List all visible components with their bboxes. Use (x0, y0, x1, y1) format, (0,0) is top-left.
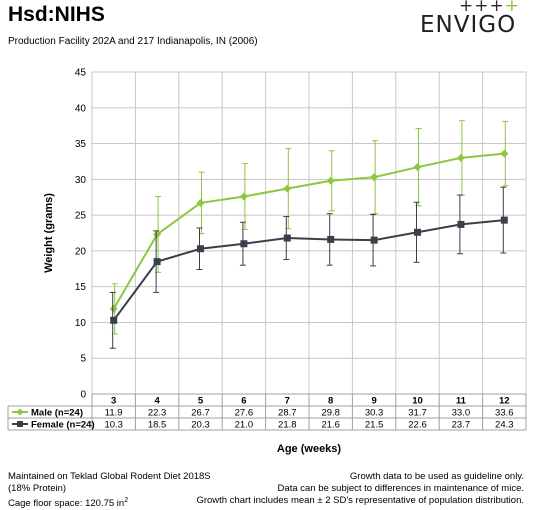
x-tick-label: 9 (371, 396, 376, 407)
footer-right: Growth data to be used as guideline only… (196, 471, 524, 507)
legend-marker (16, 408, 24, 416)
data-label: 11.9 (105, 408, 123, 419)
data-label: 33.0 (452, 408, 471, 419)
data-point (153, 258, 161, 266)
data-label: 22.3 (148, 408, 167, 419)
y-tick-label: 45 (75, 68, 87, 79)
footer-cage-line: Cage floor space: 120.75 in2 (8, 495, 211, 510)
data-label: 29.8 (321, 408, 340, 419)
data-point (500, 216, 508, 224)
y-tick-label: 35 (75, 139, 87, 150)
footer-diet-line: Maintained on Teklad Global Rodent Diet … (8, 471, 211, 482)
logo-marks-accent: + (504, 0, 520, 16)
data-label: 24.3 (495, 420, 514, 431)
data-label: 33.6 (495, 408, 514, 419)
footer-protein-line: (18% Protein) (8, 483, 67, 494)
data-label: 21.8 (278, 420, 297, 431)
data-label: 30.3 (365, 408, 384, 419)
data-point (109, 304, 118, 313)
data-point (457, 220, 465, 228)
series-layer (109, 120, 509, 349)
chart-title: Hsd:NIHS (8, 3, 105, 26)
data-label: 28.7 (278, 408, 297, 419)
x-tick-label: 7 (285, 396, 290, 407)
envigo-logo: ++++ ENVIGO (418, 0, 530, 42)
y-tick-label: 20 (75, 246, 87, 257)
data-label: 21.5 (365, 420, 384, 431)
x-axis-label: Age (weeks) (277, 443, 342, 455)
data-label: 21.0 (235, 420, 254, 431)
y-axis: 0 5 10 15 20 25 30 35 40 45 (75, 68, 87, 401)
x-tick-label: 11 (456, 396, 467, 407)
data-point (283, 234, 291, 242)
logo-wordmark: ENVIGO (420, 12, 517, 38)
y-tick-label: 15 (75, 282, 87, 293)
x-tick-label: 12 (499, 396, 510, 407)
data-label: 18.5 (148, 420, 167, 431)
x-tick-label: 6 (241, 396, 246, 407)
series-line (112, 152, 505, 310)
x-tick-label: 3 (111, 396, 116, 407)
series-line (112, 219, 505, 321)
data-point (370, 173, 379, 182)
data-point (414, 228, 421, 236)
legend-label: Male (n=24) (31, 408, 83, 419)
footer-guideline-line: Growth data to be used as guideline only… (349, 471, 524, 482)
data-point (153, 230, 162, 239)
y-tick-label: 25 (75, 211, 87, 222)
data-point (196, 198, 205, 207)
footer-cage-sup: 2 (124, 497, 129, 504)
data-point (500, 149, 509, 158)
data-point (327, 235, 335, 243)
chart-subtitle: Production Facility 202A and 217 Indiana… (8, 36, 258, 47)
data-point (110, 316, 118, 324)
y-tick-label: 5 (80, 354, 86, 365)
data-label: 23.7 (452, 420, 471, 431)
data-point (370, 236, 378, 244)
data-point (456, 153, 465, 162)
logo-marks-dark: +++ (459, 0, 505, 16)
x-tick-label: 4 (154, 396, 160, 407)
data-label: 22.6 (408, 420, 427, 431)
data-label: 31.7 (408, 408, 427, 419)
footer-cage-text: Cage floor space: 120.75 in (8, 498, 125, 510)
data-label: 26.7 (191, 408, 210, 419)
legend-label: Female (n=24) (31, 420, 95, 431)
y-tick-label: 40 (75, 103, 87, 114)
data-point (239, 192, 248, 201)
legend-marker (17, 421, 23, 427)
series-female (109, 186, 508, 349)
logo-plus-marks: ++++ (459, 0, 520, 16)
data-label: 10.3 (104, 420, 123, 431)
data-point (240, 240, 248, 248)
y-tick-label: 10 (75, 318, 87, 329)
footer-maintenance-line: Data can be subject to differences in ma… (277, 483, 524, 494)
data-label: 27.6 (235, 408, 254, 419)
x-tick-label: 5 (198, 396, 204, 407)
data-label: 21.6 (321, 420, 340, 431)
data-point (413, 163, 422, 172)
y-tick-label: 0 (80, 390, 86, 401)
y-axis-label: Weight (grams) (43, 193, 55, 273)
x-tick-label: 8 (328, 396, 333, 407)
data-point (326, 176, 335, 185)
x-tick-label: 10 (412, 396, 423, 407)
data-label: 20.3 (191, 420, 210, 431)
data-point (197, 245, 204, 253)
data-point (283, 184, 292, 193)
footer-left: Maintained on Teklad Global Rodent Diet … (8, 471, 211, 510)
data-table: 3 4 5 6 7 8 9 10 11 12 Male (n=24) 11.9 22.3 26.7 27.6… (7, 393, 527, 431)
y-tick-label: 30 (75, 175, 87, 186)
footer-sd-line: Growth chart includes mean ± 2 SD's repr… (196, 495, 524, 506)
